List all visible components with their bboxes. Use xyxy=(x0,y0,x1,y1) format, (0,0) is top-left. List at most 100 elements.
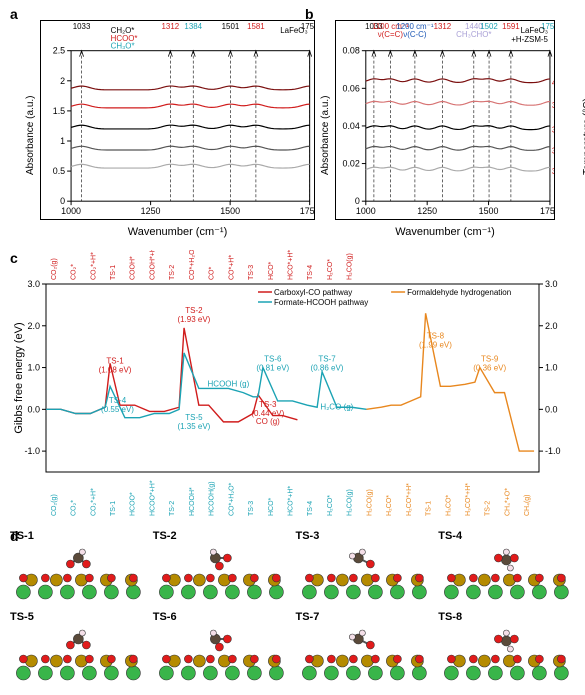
ts-svg xyxy=(438,625,575,683)
svg-text:1384: 1384 xyxy=(184,22,202,31)
svg-text:1750: 1750 xyxy=(300,206,314,216)
svg-text:CO*+H*: CO*+H* xyxy=(228,255,235,280)
svg-text:CH₄*+O*: CH₄*+O* xyxy=(504,488,511,516)
svg-text:1312: 1312 xyxy=(434,22,452,31)
svg-text:(0.86 eV): (0.86 eV) xyxy=(311,363,344,372)
svg-text:TS-6: TS-6 xyxy=(264,354,282,363)
svg-text:HCO*+H*: HCO*+H* xyxy=(288,486,295,516)
ts-structure: TS-1 xyxy=(10,530,147,605)
svg-text:400: 400 xyxy=(552,79,554,88)
svg-text:1500: 1500 xyxy=(220,206,240,216)
svg-text:CH₄(g): CH₄(g) xyxy=(524,494,531,516)
svg-text:HCO*: HCO* xyxy=(268,497,275,516)
svg-text:300: 300 xyxy=(552,167,554,176)
ts-svg xyxy=(153,625,290,683)
ts-structure: TS-2 xyxy=(153,530,290,605)
svg-text:TS-8: TS-8 xyxy=(427,331,445,340)
svg-text:1750: 1750 xyxy=(540,206,554,216)
ts-title: TS-8 xyxy=(438,611,575,623)
svg-text:H₂CO*+H*: H₂CO*+H* xyxy=(406,483,413,516)
svg-text:TS-4: TS-4 xyxy=(307,501,314,516)
svg-text:1502: 1502 xyxy=(480,22,498,31)
svg-text:1: 1 xyxy=(60,136,65,146)
svg-text:TS-1: TS-1 xyxy=(110,265,117,280)
svg-text:LaFeO₃: LaFeO₃ xyxy=(521,26,548,35)
svg-text:HCOOH (g): HCOOH (g) xyxy=(208,379,250,388)
svg-text:-1.0: -1.0 xyxy=(545,446,561,456)
ts-title: TS-4 xyxy=(438,530,575,542)
ts-title: TS-3 xyxy=(296,530,433,542)
svg-text:1500: 1500 xyxy=(479,206,499,216)
svg-text:H₃CO*: H₃CO* xyxy=(445,495,452,516)
svg-text:CO*+H₂O*: CO*+H₂O* xyxy=(228,482,235,516)
svg-text:CO₂(g): CO₂(g) xyxy=(51,258,58,280)
svg-text:+H-ZSM-5: +H-ZSM-5 xyxy=(511,35,548,44)
svg-text:1312: 1312 xyxy=(162,22,180,31)
svg-text:0.5: 0.5 xyxy=(53,166,65,176)
svg-text:TS-2: TS-2 xyxy=(169,265,176,280)
svg-text:H₂CO*: H₂CO* xyxy=(327,495,334,516)
svg-text:0.0: 0.0 xyxy=(545,404,558,414)
svg-text:CO*: CO* xyxy=(209,267,216,281)
svg-text:2.0: 2.0 xyxy=(545,321,558,331)
svg-text:CO₂*+H*: CO₂*+H* xyxy=(90,252,97,280)
ts-svg xyxy=(438,544,575,602)
svg-text:1250: 1250 xyxy=(417,206,437,216)
svg-text:HCO*+H*: HCO*+H* xyxy=(288,250,295,280)
svg-text:0.02: 0.02 xyxy=(343,159,360,169)
svg-text:1.5: 1.5 xyxy=(53,106,65,116)
panel-b-svg: 100012501500175000.020.040.060.081033110… xyxy=(336,21,554,219)
svg-text:350: 350 xyxy=(552,126,554,135)
svg-text:COOH*+H*: COOH*+H* xyxy=(149,250,156,280)
svg-text:0: 0 xyxy=(60,196,65,206)
svg-text:0.04: 0.04 xyxy=(343,121,360,131)
svg-text:CH₃O*: CH₃O* xyxy=(111,42,135,51)
svg-text:HCOO*: HCOO* xyxy=(130,492,137,516)
svg-text:3.0: 3.0 xyxy=(27,279,40,289)
ts-title: TS-1 xyxy=(10,530,147,542)
svg-text:0.08: 0.08 xyxy=(343,46,360,56)
ts-structure: TS-8 xyxy=(438,611,575,686)
svg-text:HCOO*+H*: HCOO*+H* xyxy=(149,480,156,516)
svg-text:CO (g): CO (g) xyxy=(256,417,280,426)
svg-text:H₂CO*: H₂CO* xyxy=(386,495,393,516)
ts-svg xyxy=(296,544,433,602)
ts-title: TS-6 xyxy=(153,611,290,623)
ts-svg xyxy=(296,625,433,683)
svg-text:(0.36 eV): (0.36 eV) xyxy=(473,363,506,372)
svg-text:H₂CO(g): H₂CO(g) xyxy=(366,489,373,516)
ts-structure: TS-4 xyxy=(438,530,575,605)
ts-svg xyxy=(153,544,290,602)
svg-text:1581: 1581 xyxy=(247,22,265,31)
svg-text:ν(C=C): ν(C=C) xyxy=(378,30,404,39)
svg-text:TS-1: TS-1 xyxy=(426,501,433,516)
svg-text:0.0: 0.0 xyxy=(27,404,40,414)
svg-text:TS-2: TS-2 xyxy=(169,501,176,516)
svg-text:1.0: 1.0 xyxy=(545,363,558,373)
svg-text:1250: 1250 xyxy=(141,206,161,216)
svg-text:TS-5: TS-5 xyxy=(185,413,203,422)
svg-text:H₂CO(g): H₂CO(g) xyxy=(347,489,354,516)
svg-text:TS-1: TS-1 xyxy=(110,501,117,516)
svg-text:CO₂(g): CO₂(g) xyxy=(51,494,58,516)
svg-text:ν(C-C): ν(C-C) xyxy=(403,30,427,39)
ts-structure: TS-3 xyxy=(296,530,433,605)
svg-text:2.5: 2.5 xyxy=(53,46,65,56)
svg-text:375: 375 xyxy=(552,101,554,110)
ts-title: TS-7 xyxy=(296,611,433,623)
svg-text:TS-9: TS-9 xyxy=(481,354,499,363)
ts-title: TS-2 xyxy=(153,530,290,542)
ts-svg xyxy=(10,544,147,602)
svg-text:CH₃CHO*: CH₃CHO* xyxy=(456,30,491,39)
svg-text:TS-2: TS-2 xyxy=(185,306,203,315)
panel-a-xlabel: Wavenumber (cm⁻¹) xyxy=(40,225,315,238)
svg-text:2.0: 2.0 xyxy=(27,321,40,331)
ts-title: TS-5 xyxy=(10,611,147,623)
panel-c: -1.0-1.00.00.01.01.02.02.03.03.0Gibbs fr… xyxy=(10,250,575,520)
svg-text:COOH*: COOH* xyxy=(130,256,137,280)
svg-text:Formaldehyde hydrogenation: Formaldehyde hydrogenation xyxy=(407,288,511,297)
svg-text:0.06: 0.06 xyxy=(343,83,360,93)
svg-text:HCOOH(g): HCOOH(g) xyxy=(209,481,216,516)
svg-text:TS-1: TS-1 xyxy=(106,356,124,365)
panel-a-svg: 100012501500175000.511.522.5103313121384… xyxy=(41,21,314,219)
